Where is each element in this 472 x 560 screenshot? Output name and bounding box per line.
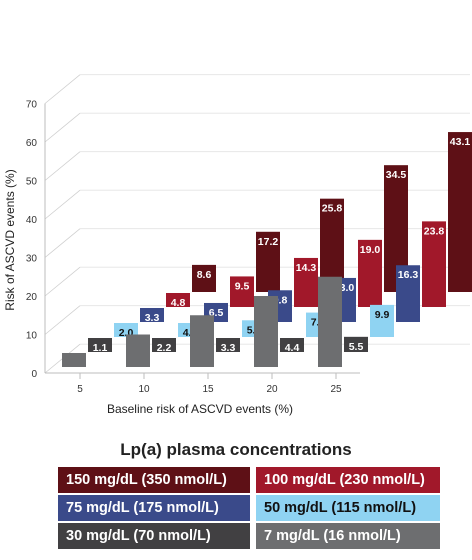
bar-data-label: 1.1 <box>93 342 108 354</box>
y-axis-label: Risk of ASCVD events (%) <box>3 169 17 310</box>
bar-data-label: 8.6 <box>197 269 212 281</box>
bar-150-25 <box>448 132 472 292</box>
bar-100-25 <box>422 221 446 307</box>
chart: 0 10 20 30 40 50 60 70 5 10 15 20 25 8.6 17.2 25.8 34.5… <box>3 74 472 416</box>
bar-data-label: 23.8 <box>424 225 445 237</box>
bar-data-label: 9.9 <box>375 309 390 321</box>
bar-data-label: 25.8 <box>322 203 343 215</box>
legend-item: 7 mg/dL (16 nmol/L) <box>256 523 440 549</box>
bar-75-25 <box>396 265 420 322</box>
y-tick-label: 60 <box>26 138 38 149</box>
bar-data-label: 19.0 <box>360 244 381 256</box>
bar-data-label: 5.5 <box>349 341 364 353</box>
bars: 8.6 17.2 25.8 34.5 43.1 4.8 9.5 14.3 19.0 23.8 3.3… <box>62 132 472 367</box>
grid-line-diagonal <box>44 74 81 104</box>
bar-50-25 <box>370 304 394 337</box>
legend-title: Lp(a) plasma concentrations <box>120 440 352 459</box>
bar-data-label: 4.8 <box>171 297 186 309</box>
bar-150-15 <box>320 198 344 292</box>
y-tick-label: 20 <box>26 292 38 303</box>
y-tick-label: 0 <box>31 369 37 380</box>
bar-150-5 <box>192 264 216 292</box>
bar-75-5 <box>140 308 164 322</box>
legend-item: 30 mg/dL (70 nmol/L) <box>58 523 250 549</box>
bar-data-label: 3.3 <box>221 342 236 354</box>
legend-item: 150 mg/dL (350 nmol/L) <box>58 467 250 493</box>
y-tick-label: 40 <box>26 215 38 226</box>
grid-line-diagonal <box>44 189 81 220</box>
bar-7-5 <box>62 353 86 367</box>
bar-100-15 <box>294 257 318 307</box>
bar-data-label: 9.5 <box>235 280 250 292</box>
bar-data-label: 3.3 <box>145 312 160 324</box>
x-tick-label: 5 <box>77 384 83 395</box>
grid-line-diagonal <box>44 266 81 297</box>
bar-data-label: 4.4 <box>285 342 300 354</box>
bar-data-label: 17.2 <box>258 236 279 248</box>
x-tick-label: 20 <box>266 384 278 395</box>
x-tick-label: 10 <box>138 384 150 395</box>
grid-line-diagonal <box>44 228 81 258</box>
grid-line-diagonal <box>44 151 81 181</box>
bar-7-25 <box>318 276 342 367</box>
bar-150-10 <box>256 231 280 292</box>
bar-100-5 <box>166 293 190 307</box>
bar-30-5 <box>88 338 112 352</box>
bar-data-label: 43.1 <box>450 136 471 148</box>
y-tick-label: 10 <box>26 331 38 342</box>
bar-data-label: 16.3 <box>398 269 419 281</box>
x-axis-label: Baseline risk of ASCVD events (%) <box>107 402 293 416</box>
bar-30-10 <box>152 338 176 352</box>
x-tick-label: 15 <box>202 384 214 395</box>
bar-7-15 <box>190 315 214 367</box>
bar-data-label: 34.5 <box>386 169 407 181</box>
legend-item: 75 mg/dL (175 nmol/L) <box>58 495 250 521</box>
legend-item: 100 mg/dL (230 nmol/L) <box>256 467 440 493</box>
grid-line-diagonal <box>44 305 81 335</box>
y-tick-label: 50 <box>26 177 38 188</box>
legend-item: 50 mg/dL (115 nmol/L) <box>256 495 440 521</box>
bar-data-label: 2.2 <box>157 342 172 354</box>
x-tick-label: 25 <box>330 384 342 395</box>
bar-30-25 <box>344 336 368 352</box>
bar-7-20 <box>254 296 278 367</box>
bar-data-label: 14.3 <box>296 262 317 274</box>
bar-100-20 <box>358 239 382 307</box>
bar-30-20 <box>280 338 304 352</box>
bar-7-10 <box>126 334 150 367</box>
y-tick-label: 70 <box>26 100 38 111</box>
grid-line-diagonal <box>44 112 81 143</box>
y-tick-label: 30 <box>26 254 38 265</box>
bar-100-10 <box>230 276 254 307</box>
bar-50-5 <box>114 323 138 337</box>
bar-30-15 <box>216 338 240 352</box>
axes: 0 10 20 30 40 50 60 70 5 10 15 20 25 <box>26 100 360 395</box>
